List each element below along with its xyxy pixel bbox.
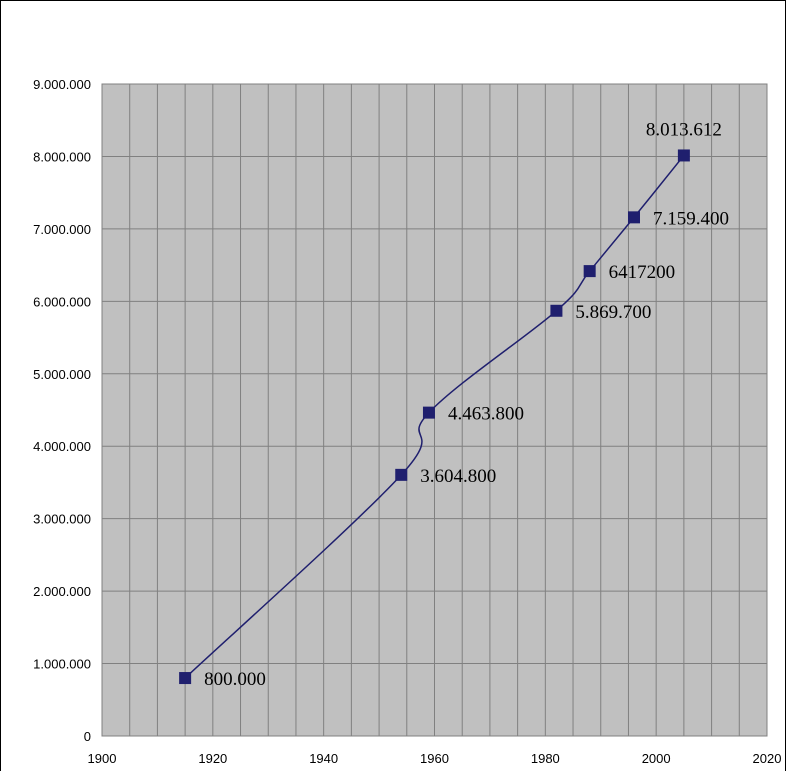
x-tick-label: 1940 (309, 751, 338, 766)
y-tick-label: 6.000.000 (33, 294, 91, 309)
data-labels: 800.000 3.604.800 4.463.800 5.869.700 641720… (204, 119, 729, 690)
vertical-gridlines (129, 84, 740, 736)
y-tick-label: 9.000.000 (33, 77, 91, 92)
x-tick-label: 2020 (753, 751, 782, 766)
y-axis-tick-labels: 0 1.000.000 2.000.000 3.000.000 4.000.000 5.0… (33, 77, 91, 744)
y-tick-label: 2.000.000 (33, 584, 91, 599)
data-point-marker (628, 211, 640, 224)
y-tick-label: 8.000.000 (33, 149, 91, 164)
horizontal-gridlines (102, 155, 767, 665)
x-tick-label: 1980 (531, 751, 560, 766)
data-point-marker (422, 406, 435, 419)
data-markers (179, 149, 690, 685)
x-tick-label: 2000 (642, 751, 671, 766)
data-point-marker (583, 265, 596, 278)
data-label: 8.013.612 (646, 119, 722, 140)
data-label: 4.463.800 (448, 404, 524, 425)
x-tick-label: 1920 (198, 751, 227, 766)
data-label: 5.869.700 (575, 302, 651, 323)
y-tick-label: 1.000.000 (33, 657, 91, 672)
data-label: 800.000 (204, 669, 266, 690)
data-point-marker (677, 149, 690, 162)
x-axis-tick-labels: 1900 1920 1940 1960 1980 2000 2020 (88, 751, 782, 766)
series-line (184, 154, 685, 679)
x-tick-label: 1900 (88, 751, 117, 766)
data-label: 6417200 (609, 262, 676, 283)
data-point-marker (395, 468, 408, 481)
y-tick-label: 3.000.000 (33, 512, 91, 527)
y-tick-label: 7.000.000 (33, 222, 91, 237)
x-tick-label: 1960 (420, 751, 449, 766)
data-point-marker (550, 304, 563, 317)
y-tick-label: 0 (84, 729, 91, 744)
data-point-marker (179, 672, 192, 685)
y-tick-label: 5.000.000 (33, 367, 91, 382)
y-tick-label: 4.000.000 (33, 439, 91, 454)
data-label: 3.604.800 (420, 466, 496, 487)
data-label: 7.159.400 (653, 208, 729, 229)
